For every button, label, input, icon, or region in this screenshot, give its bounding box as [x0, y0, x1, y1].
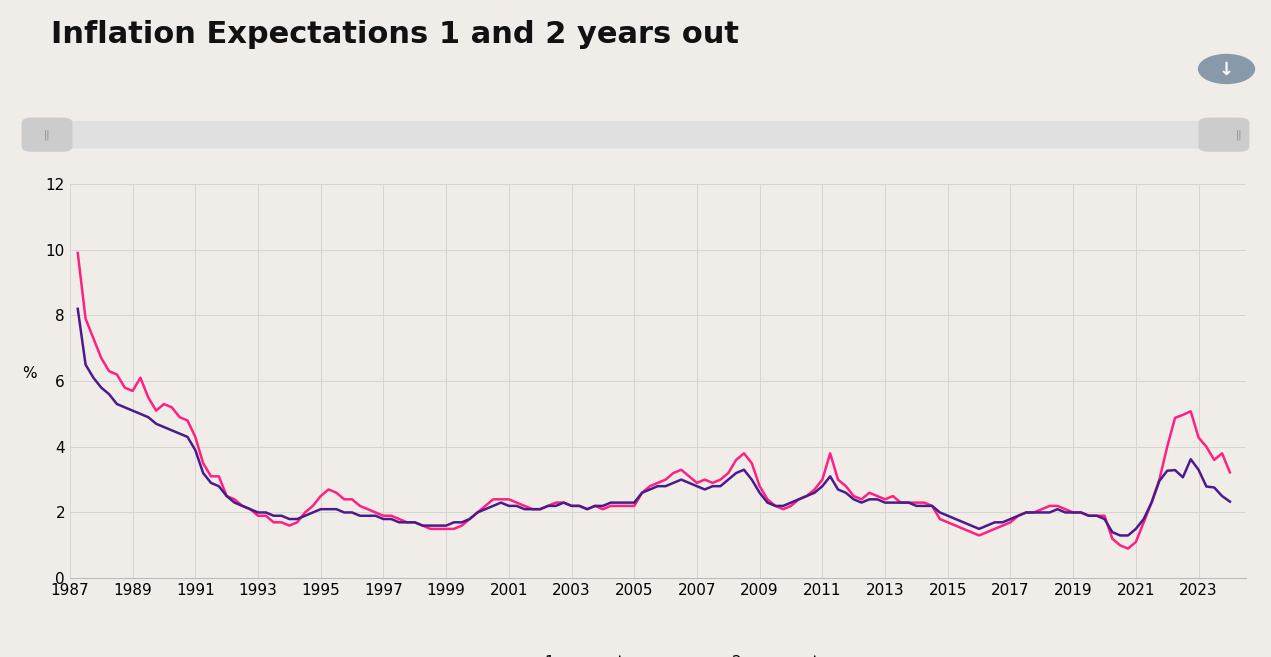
Text: Inflation Expectations 1 and 2 years out: Inflation Expectations 1 and 2 years out — [51, 20, 738, 49]
2 years out — [1112, 532, 1127, 539]
2 years out — [1223, 498, 1238, 506]
Line: 1 year out: 1 year out — [78, 253, 1230, 549]
2 years out — [775, 502, 791, 510]
2 years out — [619, 499, 634, 507]
Text: ||: || — [43, 129, 51, 140]
2 years out — [290, 515, 305, 523]
Text: ↓: ↓ — [1219, 61, 1234, 79]
Legend: 1 year out, 2 years out: 1 year out, 2 years out — [491, 649, 825, 657]
2 years out — [886, 499, 901, 507]
2 years out — [642, 486, 657, 493]
2 years out — [70, 305, 85, 313]
1 year out — [149, 407, 164, 415]
Line: 2 years out: 2 years out — [78, 309, 1230, 535]
1 year out — [775, 505, 791, 513]
1 year out — [1223, 468, 1238, 476]
1 year out — [642, 482, 657, 490]
2 years out — [149, 420, 164, 428]
1 year out — [1120, 545, 1135, 553]
Text: ||: || — [1235, 129, 1243, 140]
1 year out — [70, 249, 85, 257]
1 year out — [886, 492, 901, 500]
1 year out — [290, 518, 305, 526]
1 year out — [619, 502, 634, 510]
Y-axis label: %: % — [22, 366, 37, 381]
